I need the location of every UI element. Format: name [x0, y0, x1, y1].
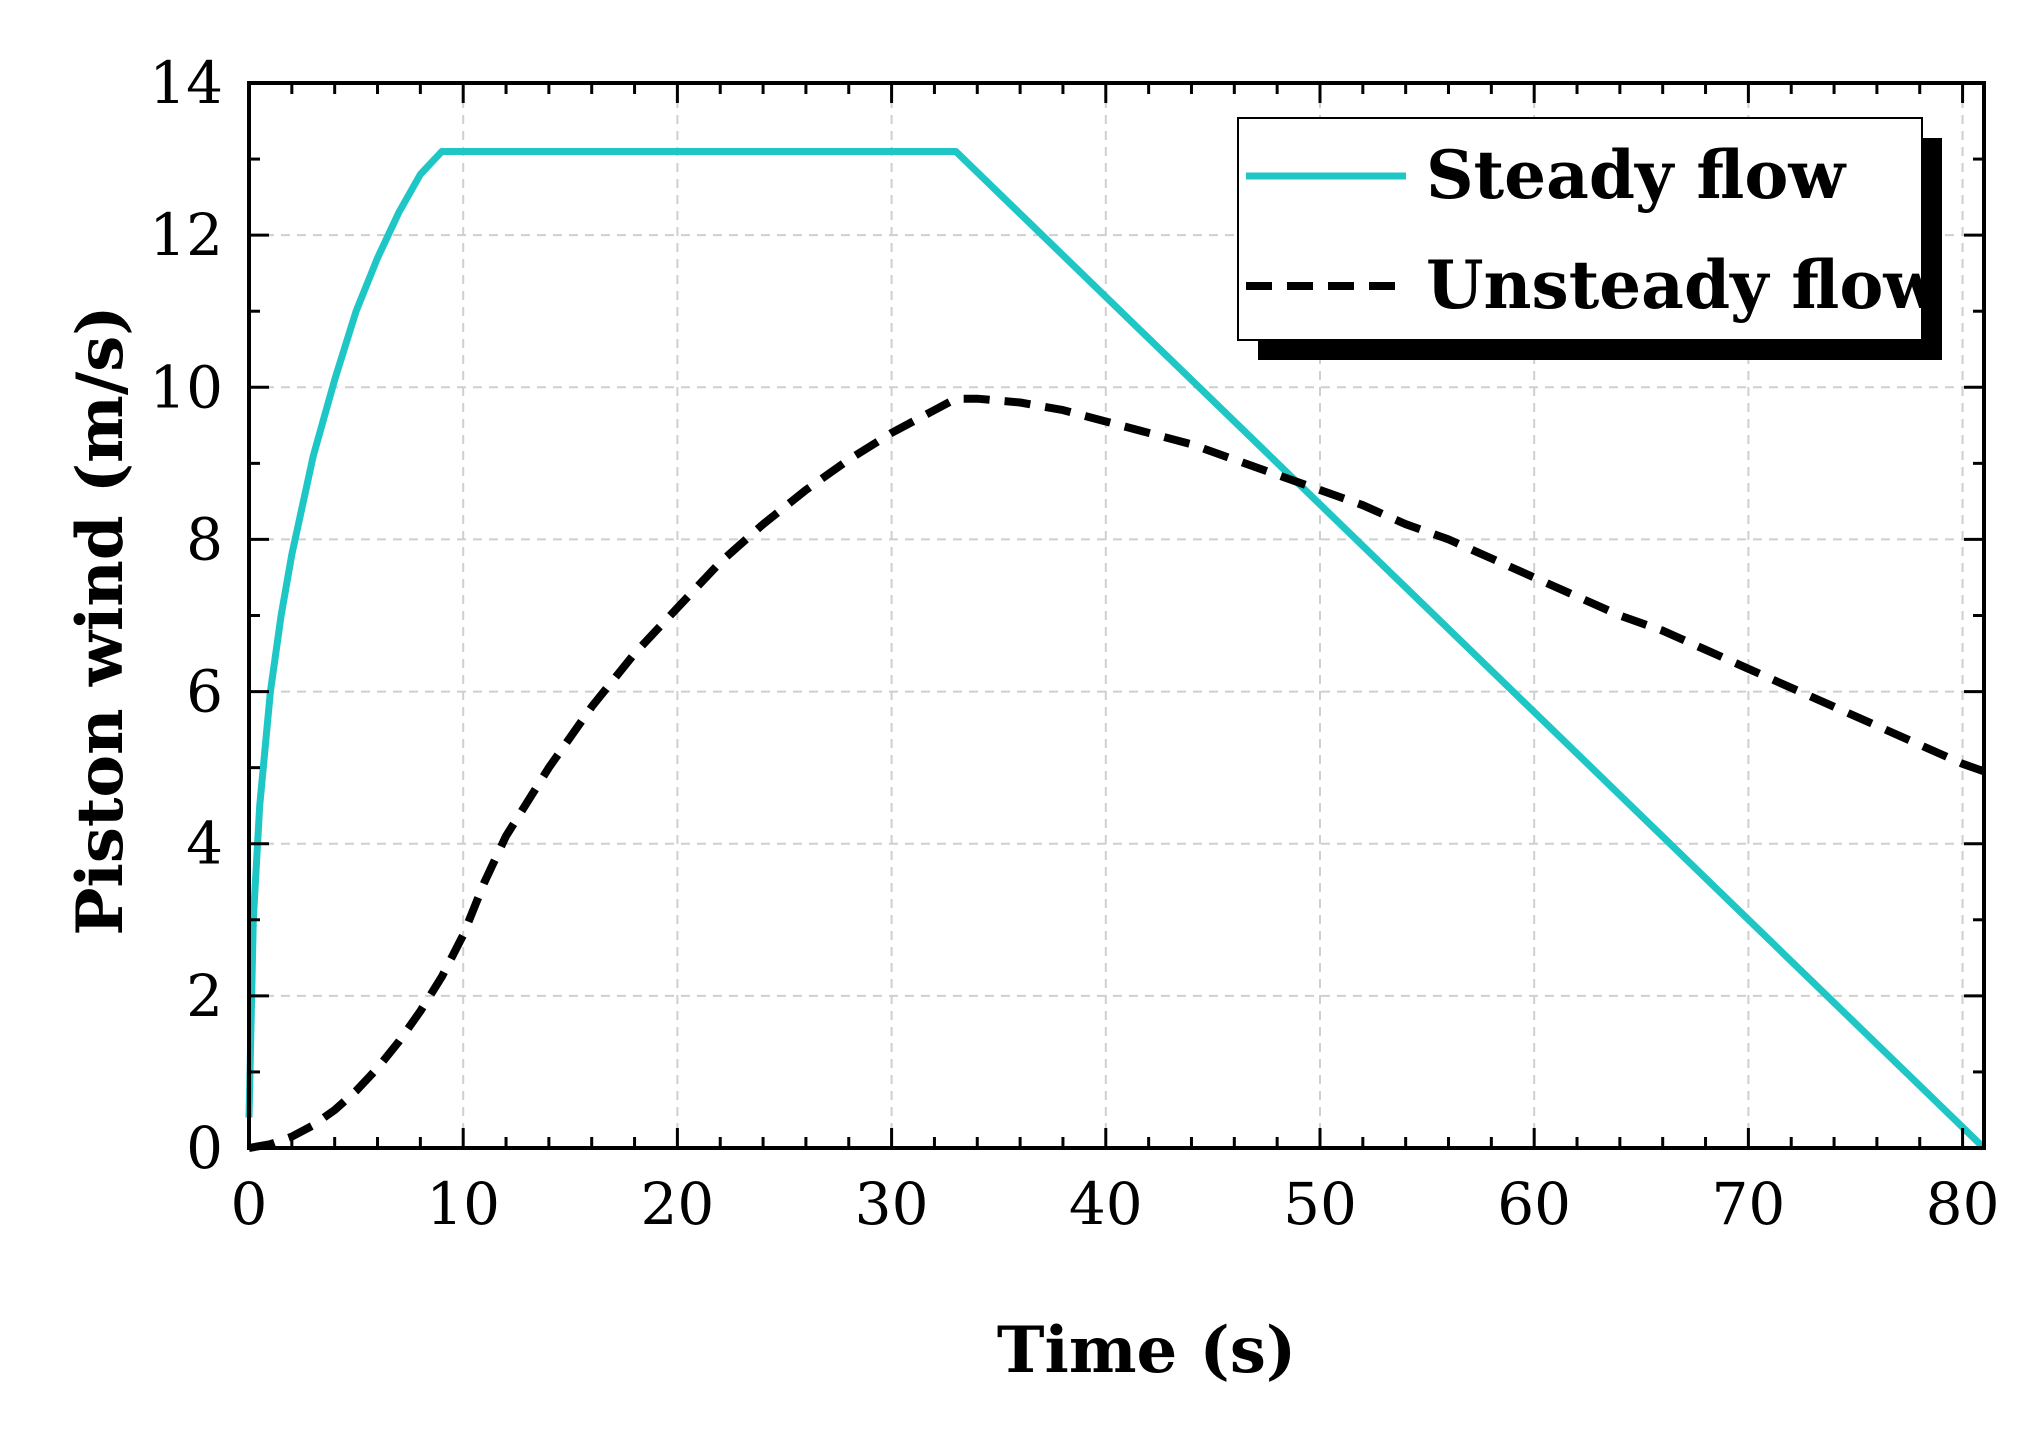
x-tick-label: 10	[426, 1170, 500, 1238]
x-tick-label: 40	[1069, 1170, 1143, 1238]
y-tick-label: 4	[186, 810, 223, 878]
x-tick-label: 20	[640, 1170, 714, 1238]
legend-label-steady: Steady flow	[1426, 136, 1847, 214]
y-tick-label: 14	[149, 49, 223, 117]
legend-label-unsteady: Unsteady flow	[1426, 246, 1942, 324]
ticks	[247, 81, 1984, 1150]
series-unsteady-line	[248, 394, 1986, 1152]
y-tick-label: 10	[149, 353, 223, 421]
y-axis-title: Piston wind (m/s)	[63, 305, 138, 935]
y-tick-label: 12	[149, 201, 223, 269]
x-tick-label: 0	[231, 1170, 268, 1238]
x-tick-label: 30	[855, 1170, 929, 1238]
series-layer	[245, 148, 1987, 1152]
x-tick-label: 80	[1926, 1170, 2000, 1238]
legend: Steady flow Unsteady flow	[1237, 117, 1942, 360]
legend-box	[1237, 117, 1923, 341]
x-axis-title: Time (s)	[997, 1313, 1296, 1388]
grid	[249, 83, 1984, 1148]
x-tick-label: 70	[1711, 1170, 1785, 1238]
x-tick-label: 60	[1497, 1170, 1571, 1238]
y-tick-label: 2	[186, 962, 223, 1030]
y-tick-label: 0	[186, 1114, 223, 1182]
x-tick-label: 50	[1283, 1170, 1357, 1238]
y-tick-label: 8	[186, 505, 223, 573]
y-tick-label: 6	[186, 658, 223, 726]
tick-labels: 0 10 20 30 40 50 60 70 80 0 2 4 6 8 10 12 14	[149, 49, 1999, 1238]
series-steady-line	[245, 148, 1987, 1151]
